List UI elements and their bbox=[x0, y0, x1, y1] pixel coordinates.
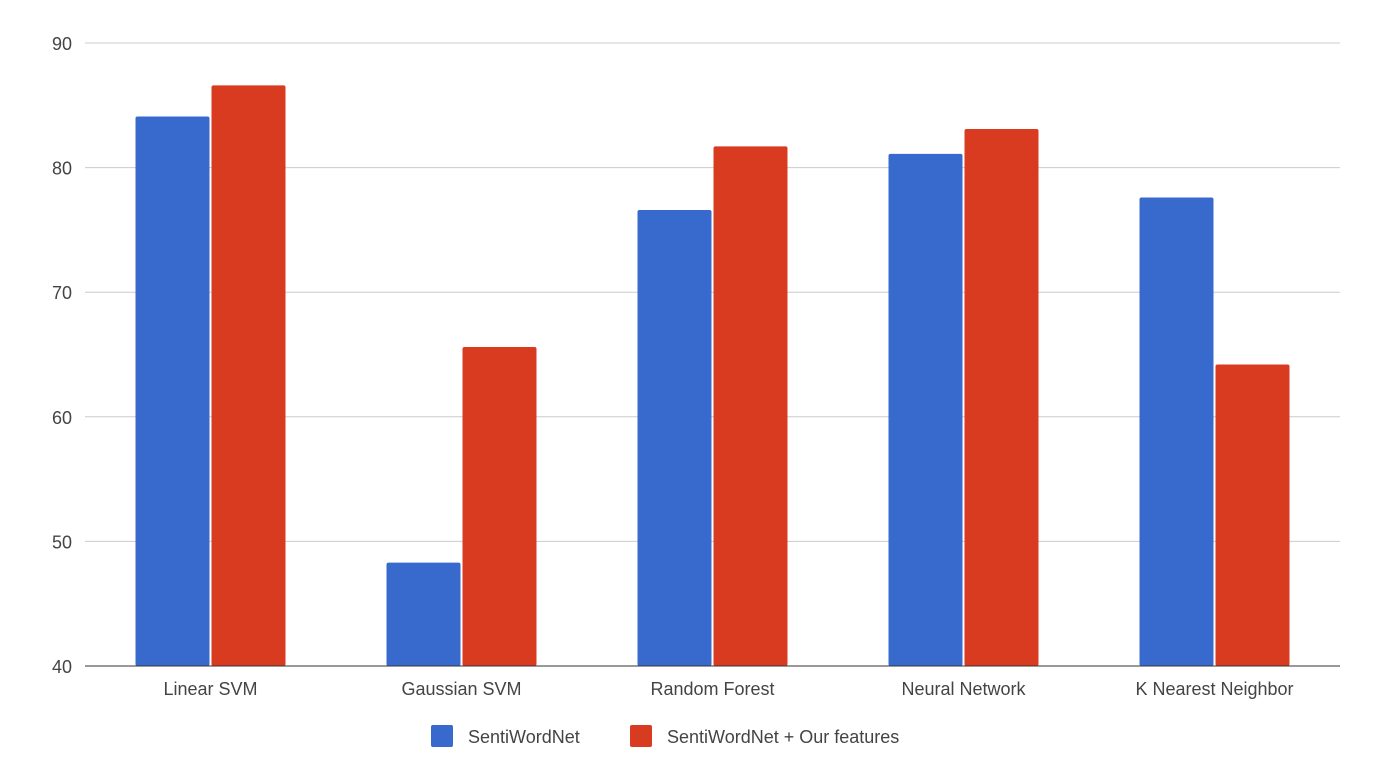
legend-swatch bbox=[630, 725, 652, 747]
bars bbox=[135, 85, 1290, 667]
bar-sentiwordnet-plus-features bbox=[713, 146, 788, 667]
x-category-label: Linear SVM bbox=[163, 679, 257, 699]
gridlines bbox=[85, 42, 1340, 542]
bar-sentiwordnet bbox=[637, 209, 712, 667]
bar-sentiwordnet-plus-features bbox=[211, 85, 286, 666]
x-category-label: K Nearest Neighbor bbox=[1135, 679, 1293, 699]
y-tick-label: 80 bbox=[52, 159, 72, 179]
y-tick-label: 90 bbox=[52, 34, 72, 54]
bar-sentiwordnet bbox=[135, 116, 210, 667]
x-axis-category-labels: Linear SVM Gaussian SVM Random Forest Neura… bbox=[163, 679, 1293, 699]
legend-label: SentiWordNet + Our features bbox=[667, 727, 899, 747]
bar-sentiwordnet-plus-features bbox=[964, 128, 1039, 666]
x-category-label: Neural Network bbox=[901, 679, 1026, 699]
y-tick-label: 40 bbox=[52, 657, 72, 677]
bar-sentiwordnet bbox=[888, 153, 963, 667]
legend-label: SentiWordNet bbox=[468, 727, 580, 747]
y-tick-label: 50 bbox=[52, 532, 72, 552]
bar-sentiwordnet bbox=[1139, 197, 1214, 666]
y-tick-label: 60 bbox=[52, 408, 72, 428]
bar-sentiwordnet-plus-features bbox=[1215, 364, 1290, 666]
legend: SentiWordNet SentiWordNet + Our features bbox=[431, 725, 899, 747]
y-tick-label: 70 bbox=[52, 283, 72, 303]
bar-sentiwordnet bbox=[386, 562, 461, 666]
legend-swatch bbox=[431, 725, 453, 747]
bar-sentiwordnet-plus-features bbox=[462, 347, 537, 666]
x-category-label: Gaussian SVM bbox=[401, 679, 521, 699]
y-axis-tick-labels: 40 50 60 70 80 90 bbox=[52, 34, 72, 677]
x-category-label: Random Forest bbox=[650, 679, 774, 699]
